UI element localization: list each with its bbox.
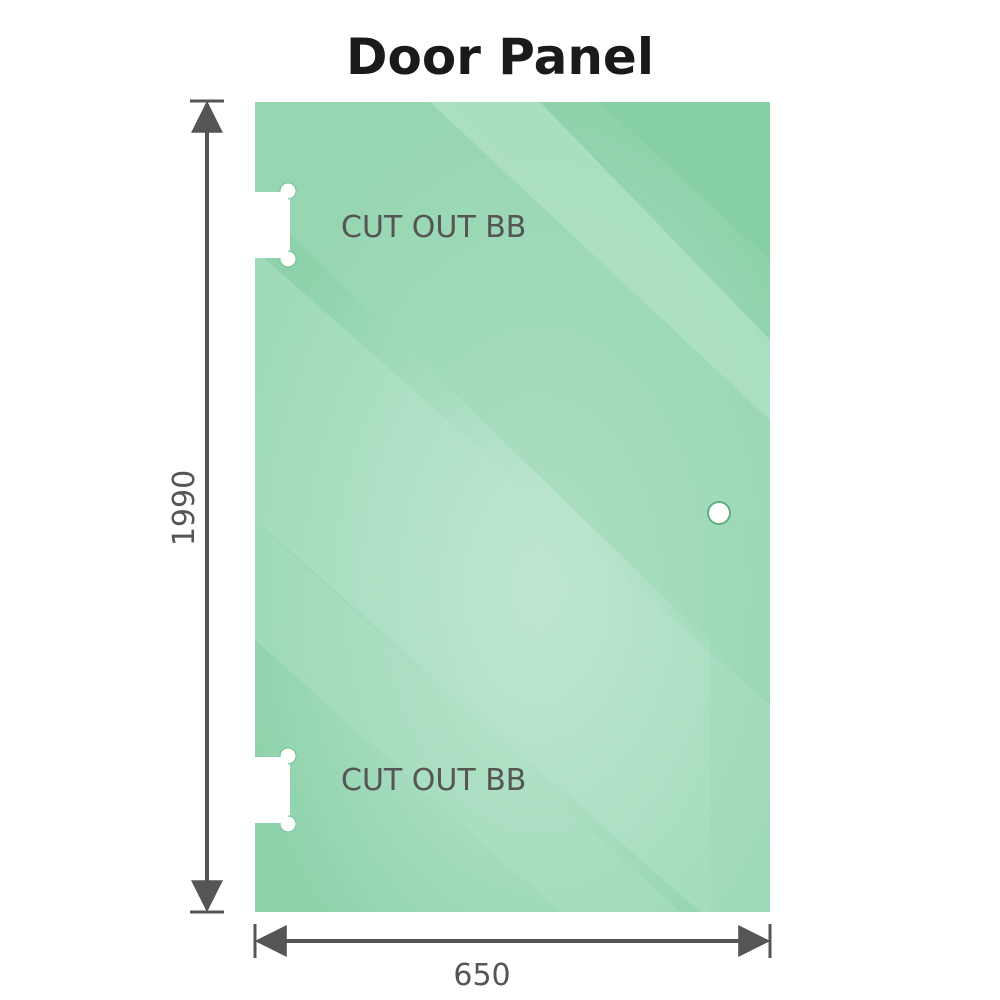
cutout-bottom-label: CUT OUT BB <box>341 763 526 798</box>
handle-hole <box>707 501 731 525</box>
glass-reflections <box>255 102 770 912</box>
cutout-top-label: CUT OUT BB <box>341 210 526 245</box>
width-dimension: 650 <box>253 924 772 993</box>
cutout-top <box>254 182 297 268</box>
height-dimension: 1990 <box>167 99 224 914</box>
glass-panel: CUT OUT BB CUT OUT BB <box>254 102 770 912</box>
diagram-title: Door Panel <box>346 28 654 86</box>
width-label: 650 <box>453 958 510 993</box>
height-label: 1990 <box>167 470 202 546</box>
cutout-bottom <box>254 747 297 833</box>
